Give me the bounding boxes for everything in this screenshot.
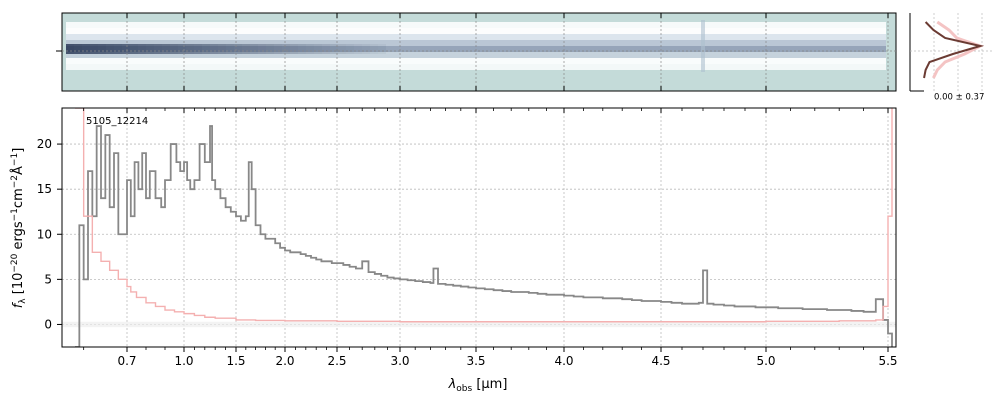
trace-core xyxy=(146,44,154,54)
x-axis-label: λobs [μm] xyxy=(448,377,508,394)
object-label: 5105_12214 xyxy=(86,116,148,127)
trace-core xyxy=(82,44,90,54)
trace-core xyxy=(290,44,298,54)
trace-core xyxy=(242,44,250,54)
trace-core xyxy=(298,44,306,54)
zero-band xyxy=(62,321,896,328)
profile-grid xyxy=(910,13,992,91)
main-ticks: 0.7 1.0 1.5 2.0 2.5 3.0 3.5 4.0 4.5 5.0 5.5 0 5 10 15 2… xyxy=(37,108,898,368)
x-tick-label: 5.0 xyxy=(756,354,775,368)
y-tick-label: 15 xyxy=(37,182,52,196)
x-tick-label: 2.0 xyxy=(275,354,294,368)
trace-core xyxy=(314,44,322,54)
profile-line xyxy=(932,20,985,79)
trace-core xyxy=(138,44,146,54)
y-tick-label: 20 xyxy=(37,137,52,151)
x-tick-label: 0.7 xyxy=(117,354,136,368)
trace-core xyxy=(346,44,354,54)
trace-core xyxy=(194,44,202,54)
trace-core xyxy=(186,44,194,54)
trace-core xyxy=(66,44,74,54)
trace-core xyxy=(74,44,82,54)
spectrum-2d-grid xyxy=(56,13,896,91)
y-axis-label: fλ [10−20 ergs−1cm−2Å−1] xyxy=(10,148,28,309)
x-tick-label: 1.0 xyxy=(174,354,193,368)
main-grid xyxy=(62,108,896,347)
trace-core xyxy=(370,44,378,54)
trace-core xyxy=(218,44,226,54)
trace-core xyxy=(282,44,290,54)
trace-core xyxy=(266,44,274,54)
trace-core xyxy=(274,44,282,54)
spectrum-2d-frame xyxy=(61,12,897,92)
flux-line xyxy=(75,125,893,347)
trace-core xyxy=(130,44,138,54)
x-tick-label: 3.0 xyxy=(390,354,409,368)
profile-panel: 0.00 ± 0.37 xyxy=(909,13,992,103)
trace-core xyxy=(258,44,266,54)
x-tick-label: 2.5 xyxy=(327,354,346,368)
profile-annotation: 0.00 ± 0.37 xyxy=(934,93,984,103)
trace-core xyxy=(202,44,210,54)
profile-frame xyxy=(910,13,992,91)
trace-core xyxy=(178,44,186,54)
spectrum-2d-panel xyxy=(56,12,897,92)
trace-core xyxy=(306,44,314,54)
trace-core xyxy=(378,44,386,54)
profile-line xyxy=(923,21,985,79)
x-tick-label: 5.5 xyxy=(878,354,897,368)
trace-core xyxy=(226,44,234,54)
x-tick-label: 4.0 xyxy=(554,354,573,368)
main-frame xyxy=(61,107,897,348)
trace-core xyxy=(154,44,162,54)
trace-core xyxy=(162,44,170,54)
trace-core xyxy=(322,44,330,54)
y-tick-label: 0 xyxy=(44,317,52,331)
error-line xyxy=(75,108,893,323)
trace-core xyxy=(250,44,258,54)
trace-core xyxy=(106,44,114,54)
y-tick-label: 5 xyxy=(44,272,52,286)
spectrum-1d-panel: 0.7 1.0 1.5 2.0 2.5 3.0 3.5 4.0 4.5 5.0 5.5 0 5 10 15 2… xyxy=(10,107,898,394)
x-tick-label: 1.5 xyxy=(226,354,245,368)
profile-lines xyxy=(923,20,985,79)
trace-core xyxy=(170,44,178,54)
trace-core xyxy=(98,44,106,54)
main-series xyxy=(75,108,893,347)
y-tick-label: 10 xyxy=(37,227,52,241)
trace-core xyxy=(90,44,98,54)
x-tick-label: 4.5 xyxy=(651,354,670,368)
trace-core xyxy=(234,44,242,54)
trace-core xyxy=(210,44,218,54)
trace-core xyxy=(330,44,338,54)
trace-core xyxy=(362,44,370,54)
trace-feature xyxy=(701,20,705,72)
trace-core xyxy=(354,44,362,54)
trace-core xyxy=(114,44,122,54)
trace-core xyxy=(338,44,346,54)
trace-core xyxy=(122,44,130,54)
x-tick-label: 3.5 xyxy=(466,354,485,368)
